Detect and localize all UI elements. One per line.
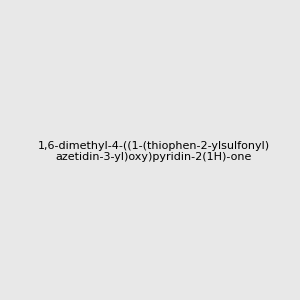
Text: 1,6-dimethyl-4-((1-(thiophen-2-ylsulfonyl)
azetidin-3-yl)oxy)pyridin-2(1H)-one: 1,6-dimethyl-4-((1-(thiophen-2-ylsulfony…	[38, 141, 270, 162]
